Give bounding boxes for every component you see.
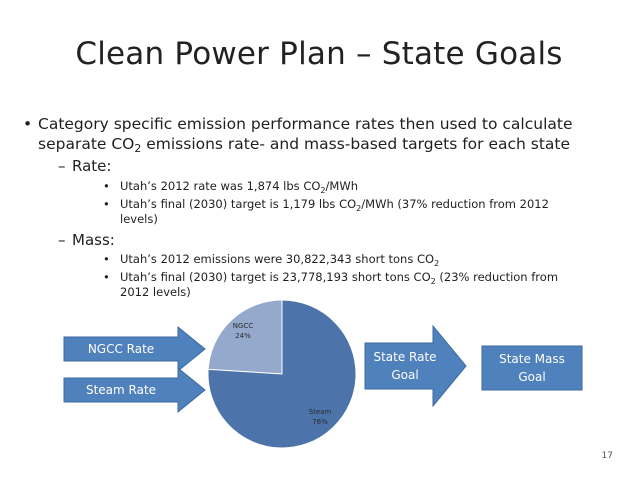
bullet-dot: • [23, 115, 33, 133]
mass-heading: – Mass: [58, 231, 115, 249]
bullet-dot: • [103, 179, 110, 193]
pie-label-steam: Steam [309, 408, 332, 416]
state-rate-goal-label: State Rate Goal [365, 348, 445, 384]
mass-item-1: • Utah’s 2012 emissions were 30,822,343 … [103, 252, 615, 268]
text-run: emissions rate- and mass-based targets f… [141, 135, 571, 153]
text-run: (23% reduction from [435, 270, 559, 284]
rate-item-1: • Utah’s 2012 rate was 1,874 lbs CO2/MWh [103, 179, 615, 195]
text-run: separate CO [38, 135, 135, 153]
subscript: 2 [430, 277, 436, 286]
main-bullet-line2: separate CO2 emissions rate- and mass-ba… [38, 134, 613, 154]
subscript: 2 [134, 142, 142, 155]
page-number: 17 [601, 451, 613, 461]
state-rate-goal-line2: Goal [391, 368, 419, 382]
pie-value-steam: 76% [312, 418, 328, 426]
mass-item-2-line2: 2012 levels) [120, 285, 191, 299]
text-run: /MWh [325, 179, 358, 193]
rate-heading: – Rate: [58, 157, 112, 175]
ngcc-rate-label: NGCC Rate [87, 342, 155, 356]
pie-slice-steam [207, 299, 357, 449]
mass-item-2-line1: Utah’s final (2030) target is 23,778,193… [120, 270, 615, 286]
mass-item-2: • Utah’s final (2030) target is 23,778,1… [103, 270, 615, 300]
subscript: 2 [356, 204, 362, 213]
dash-bullet: – [58, 231, 66, 249]
steam-rate-label: Steam Rate [85, 383, 157, 397]
pie-value-ngcc: 24% [235, 332, 251, 340]
rate-item-2-line2: levels) [120, 212, 158, 226]
text-run: Utah’s final (2030) target is 1,179 lbs … [120, 197, 357, 211]
state-mass-goal-line2: Goal [518, 370, 546, 384]
pie-slice-ngcc [207, 299, 283, 375]
state-rate-goal-line1: State Rate [373, 350, 437, 364]
subscript: 2 [320, 186, 326, 195]
pie-label-ngcc: NGCC [233, 322, 254, 330]
state-mass-goal-label: State Mass Goal [482, 350, 582, 386]
text-run: /MWh (37% reduction from 2012 [361, 197, 549, 211]
bullet-dot: • [103, 270, 110, 284]
dash-bullet: – [58, 157, 66, 175]
subscript: 2 [434, 259, 440, 268]
bullet-dot: • [103, 197, 110, 211]
text-run: Utah’s 2012 rate was 1,874 lbs CO [120, 179, 321, 193]
state-mass-goal-line1: State Mass [499, 352, 565, 366]
rate-heading-text: Rate: [72, 157, 112, 175]
rate-item-2: • Utah’s final (2030) target is 1,179 lb… [103, 197, 615, 227]
state-rate-goal-arrow [364, 324, 467, 408]
text-run: Utah’s final (2030) target is 23,778,193… [120, 270, 431, 284]
slide-title: Clean Power Plan – State Goals [75, 36, 563, 72]
main-bullet-line1: Category specific emission performance r… [38, 115, 573, 133]
text-run: Utah’s 2012 emissions were 30,822,343 sh… [120, 252, 435, 266]
state-mass-goal-box [481, 345, 583, 391]
ngcc-rate-arrow [63, 325, 206, 373]
bullet-dot: • [103, 252, 110, 266]
mass-heading-text: Mass: [72, 231, 115, 249]
main-bullet: • Category specific emission performance… [23, 114, 613, 154]
steam-rate-arrow [63, 366, 206, 414]
rate-item-2-line1: Utah’s final (2030) target is 1,179 lbs … [120, 197, 615, 213]
